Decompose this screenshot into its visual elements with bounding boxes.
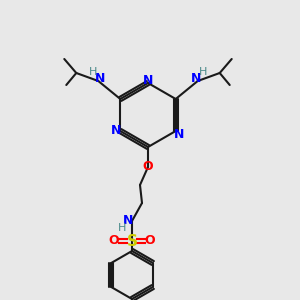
Text: N: N xyxy=(173,128,184,140)
Text: S: S xyxy=(127,233,137,248)
Text: N: N xyxy=(95,73,106,85)
Text: N: N xyxy=(111,124,122,137)
Text: O: O xyxy=(145,235,155,248)
Text: N: N xyxy=(190,73,201,85)
Text: H: H xyxy=(89,67,98,77)
Text: N: N xyxy=(123,214,133,226)
Text: H: H xyxy=(199,67,207,77)
Text: N: N xyxy=(143,74,153,86)
Text: O: O xyxy=(109,235,119,248)
Text: H: H xyxy=(118,223,126,233)
Text: O: O xyxy=(143,160,153,173)
